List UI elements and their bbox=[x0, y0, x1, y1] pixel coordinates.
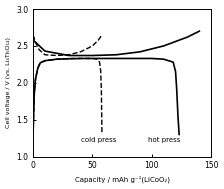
Text: hot press: hot press bbox=[148, 137, 180, 143]
Text: cold press: cold press bbox=[81, 137, 116, 143]
Y-axis label: Cell voltage / V (vs. Li₄Ti₅O₁₂): Cell voltage / V (vs. Li₄Ti₅O₁₂) bbox=[6, 37, 11, 128]
X-axis label: Capacity / mAh g⁻¹(LiCoO₂): Capacity / mAh g⁻¹(LiCoO₂) bbox=[75, 176, 170, 184]
